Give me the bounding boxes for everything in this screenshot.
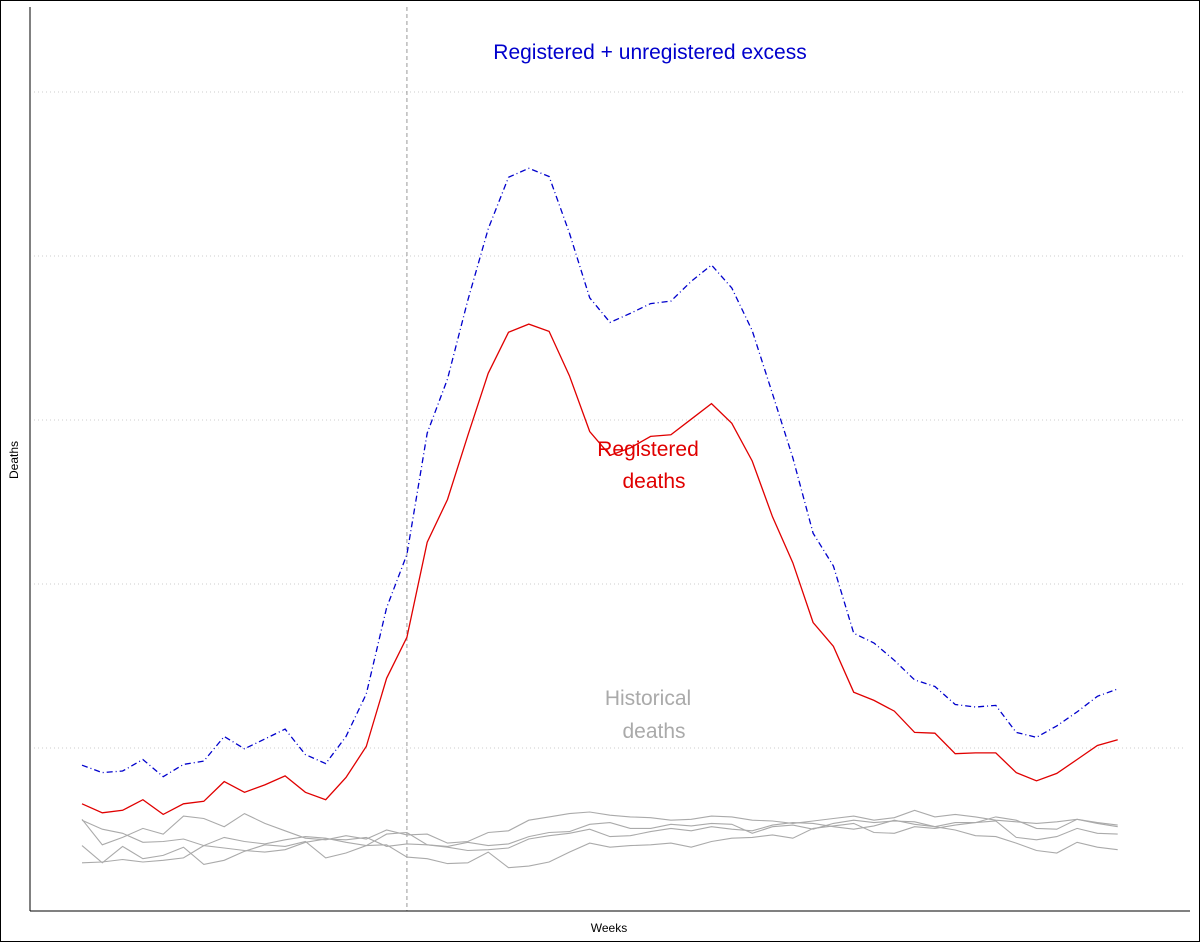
series-line-historical-4 (81, 816, 1118, 869)
series-line-historical-1 (81, 809, 1118, 846)
series-line-historical-2 (81, 819, 1118, 847)
annotation-historical-line1: Historical (605, 687, 691, 710)
y-axis-label: Deaths (7, 441, 21, 479)
annotation-historical-line2: deaths (622, 720, 685, 743)
annotation-excess: Registered + unregistered excess (493, 41, 806, 64)
gridlines (34, 91, 1186, 749)
series-lines (81, 167, 1118, 869)
annotation-registered-line1: Registered (597, 438, 699, 461)
series-line-historical-3 (81, 819, 1118, 864)
series-line-excess (81, 167, 1118, 778)
x-axis-label: Weeks (591, 921, 627, 935)
annotation-registered-line2: deaths (622, 470, 685, 493)
series-line-registered (81, 323, 1118, 816)
